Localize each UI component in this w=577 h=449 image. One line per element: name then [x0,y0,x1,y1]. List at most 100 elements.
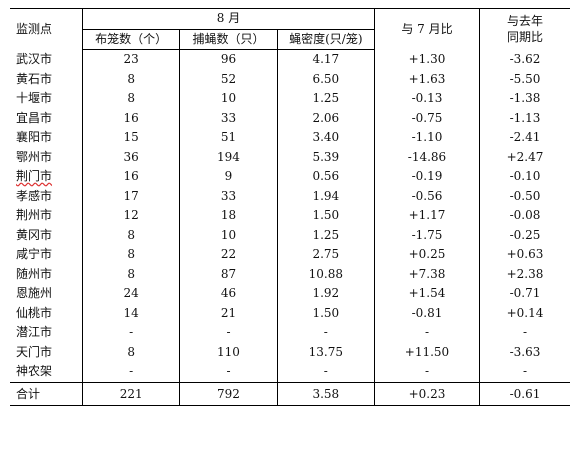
cell-density: 13.75 [277,342,376,362]
city-name: 鄂州市 [16,149,53,164]
cell-city: 荆州市 [10,206,83,226]
cell-flies: 96 [179,49,278,70]
cell-vs-last-year: -0.08 [509,208,541,222]
cell-vs-last-year: -0.61 [479,381,570,406]
total-row: 合计 221 792 3.58 +0.23 -0.61 [10,381,570,406]
cell-vs-july: -1.10 [374,128,480,148]
cell-vs-july: +1.30 [374,49,480,70]
cell-vs-july: +11.50 [374,342,480,362]
header-vs-last-year: 与去年 同期比 [479,8,570,50]
cell-cages: - [82,323,181,343]
city-name: 襄阳市 [16,130,53,144]
header-vs-july: 与 7 月比 [374,8,480,50]
table-body: 武汉市 23 96 4.17 +1.30 -3.62 黄石市 8 52 6.50 +1.63 -5.5… [10,49,570,406]
cell-flies: - [179,323,278,343]
city-name: 孝感市 [16,188,53,203]
table-row: 黄冈市 8 10 1.25 -1.75 -0.25 [10,225,570,245]
cell-vs-july: +7.38 [374,264,480,284]
cell-flies: 9 [179,167,278,187]
cell-flies: 46 [179,284,278,304]
cell-city: 黄石市 [10,69,83,89]
cell-density: 1.50 [277,303,376,323]
cell-flies: 33 [179,108,278,128]
cell-vs-last-year: -0.10 [509,169,541,183]
cell-density: 1.25 [277,89,376,109]
city-name: 黄冈市 [16,227,53,242]
table-row: 随州市 8 87 10.88 +7.38 +2.38 [10,264,570,284]
cell-vs-last-year: - [522,325,528,339]
cell-vs-july: +0.25 [374,245,480,265]
cell-density: 1.50 [277,206,376,226]
table-row: 鄂州市 36 194 5.39 -14.86 +2.47 [10,147,570,167]
cell-flies: 194 [179,147,278,167]
city-name: 十堰市 [16,91,53,105]
city-name: 咸宁市 [16,247,53,261]
header-cages: 布笼数（个） [82,29,181,50]
cell-cages: 16 [82,167,181,187]
city-name: 荆州市 [16,208,53,222]
table-row: 潜江市 - - - - - [10,323,570,343]
cell-flies: 792 [179,381,278,406]
city-name: 合计 [16,386,41,401]
cell-cages: 14 [82,303,181,323]
table-row: 十堰市 8 10 1.25 -0.13 -1.38 [10,89,570,109]
cell-vs-july: -0.19 [374,167,480,187]
cell-density: - [277,362,376,382]
table-row: 武汉市 23 96 4.17 +1.30 -3.62 [10,49,570,70]
cell-vs-july: -1.75 [374,225,480,245]
cell-city: 孝感市 [10,186,83,206]
cell-city: 恩施州 [10,284,83,304]
cell-vs-july: -14.86 [374,147,480,167]
table-row: 黄石市 8 52 6.50 +1.63 -5.50 [10,69,570,89]
cell-flies: 33 [179,186,278,206]
cell-density: - [277,323,376,343]
cell-city: 合计 [10,381,83,406]
cell-city: 随州市 [10,264,83,284]
cell-flies: 87 [179,264,278,284]
cell-vs-last-year: -5.50 [509,71,541,86]
cell-city: 宜昌市 [10,108,83,128]
cell-vs-last-year: - [522,364,528,378]
header-flies: 捕蝇数（只） [179,29,278,50]
cell-density: 6.50 [277,69,376,89]
cell-density: 3.58 [277,381,376,406]
cell-flies: 10 [179,89,278,109]
cell-city: 黄冈市 [10,225,83,245]
city-name: 随州市 [16,266,53,281]
cell-density: 5.39 [277,147,376,167]
city-name: 黄石市 [16,71,53,86]
cell-vs-july: -0.81 [374,303,480,323]
city-name: 宜昌市 [16,110,53,125]
table-row: 神农架 - - - - - [10,362,570,382]
city-name: 武汉市 [16,51,53,66]
cell-density: 1.25 [277,225,376,245]
city-name: 潜江市 [16,325,53,339]
cell-density: 3.40 [277,128,376,148]
header-month-group: 8 月 [82,8,375,30]
cell-city: 荆门市 [10,167,83,187]
cell-city: 武汉市 [10,49,83,70]
header-density: 蝇密度(只/笼) [277,29,376,50]
cell-vs-last-year: +2.38 [506,266,544,281]
cell-vs-july: -0.56 [374,186,480,206]
table-row: 咸宁市 8 22 2.75 +0.25 +0.63 [10,245,570,265]
city-name: 荆门市 [16,169,53,183]
cell-vs-last-year: -0.50 [509,188,541,203]
cell-cages: 8 [82,225,181,245]
cell-density: 10.88 [277,264,376,284]
cell-vs-july: +1.54 [374,284,480,304]
cell-flies: 21 [179,303,278,323]
cell-flies: 110 [179,342,278,362]
cell-vs-july: - [374,362,480,382]
header-vs-last-year-line2: 同期比 [506,30,543,45]
cell-cages: 12 [82,206,181,226]
cell-cages: 8 [82,264,181,284]
cell-vs-last-year: -0.25 [509,227,541,242]
cell-city: 潜江市 [10,323,83,343]
cell-city: 鄂州市 [10,147,83,167]
cell-vs-last-year: -1.38 [509,91,541,105]
cell-cages: 8 [82,89,181,109]
cell-city: 十堰市 [10,89,83,109]
cell-vs-july: -0.75 [374,108,480,128]
